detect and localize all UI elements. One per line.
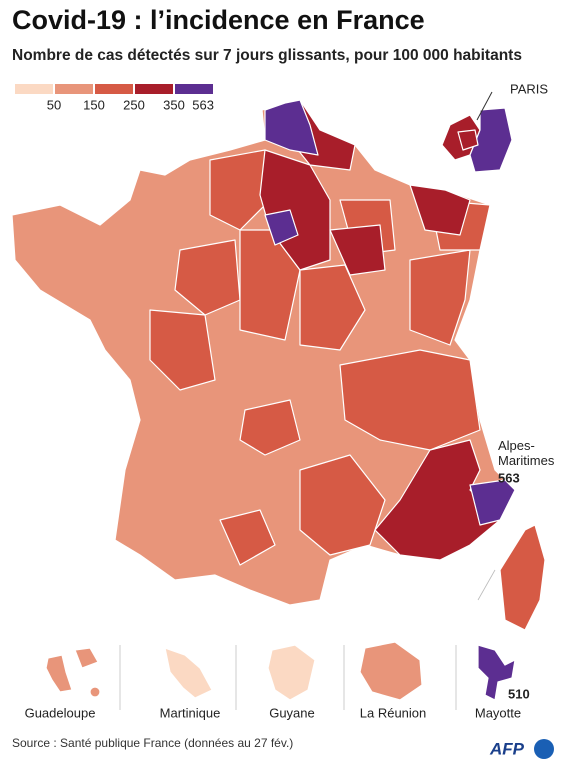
divider: [477, 569, 496, 601]
region: [219, 509, 276, 566]
logo-dot: [534, 739, 554, 759]
region: [299, 454, 386, 556]
legend-swatch: [175, 84, 213, 94]
region: [209, 149, 271, 231]
subtitle: Nombre de cas détectés sur 7 jours gliss…: [12, 47, 522, 64]
paris-inset: [441, 91, 513, 173]
source: Source : Santé publique France (données …: [12, 736, 293, 750]
mayotte-shape: [477, 644, 516, 701]
guadeloupe-shape: [45, 654, 73, 693]
region: [469, 107, 513, 173]
leader-line: [476, 91, 493, 121]
legend-tick: 563: [192, 97, 214, 112]
logo: AFP: [489, 739, 525, 758]
corsica: [499, 524, 546, 631]
legend-tick: 350: [163, 97, 185, 112]
region: [457, 129, 479, 151]
legend-tick: 150: [83, 97, 105, 112]
legend-swatch: [55, 84, 93, 94]
overseas-name: Martinique: [160, 705, 221, 720]
region: [409, 249, 471, 346]
region: [174, 239, 241, 316]
overseas-name: La Réunion: [360, 705, 427, 720]
region: [299, 264, 366, 351]
region: [374, 439, 501, 561]
mayotte-value: 510: [508, 686, 530, 701]
martinique-shape: [164, 647, 213, 699]
overseas-name: Guyane: [269, 705, 315, 720]
region: [329, 224, 386, 276]
title: Covid-19 : l’incidence en France: [12, 5, 425, 35]
mainland: [11, 99, 546, 631]
legend: 50 150 250 350 563: [15, 84, 214, 112]
legend-tick: 50: [47, 97, 61, 112]
guadeloupe-shape: [89, 686, 101, 698]
region: [149, 309, 216, 391]
region: [409, 184, 471, 236]
legend-swatch: [135, 84, 173, 94]
region: [239, 399, 301, 456]
reunion-shape: [359, 641, 423, 701]
region: [469, 479, 516, 526]
alpes-label: Alpes-Maritimes: [498, 438, 555, 468]
legend-swatch: [15, 84, 53, 94]
region: [239, 229, 301, 341]
legend-swatch: [95, 84, 133, 94]
legend-tick: 250: [123, 97, 145, 112]
paris-label: PARIS: [510, 81, 548, 96]
guadeloupe-shape: [74, 647, 99, 669]
region: [264, 99, 319, 156]
guyane-shape: [267, 644, 316, 701]
alpes-value: 563: [498, 470, 520, 485]
overseas-name: Guadeloupe: [25, 705, 96, 720]
region: [339, 349, 481, 451]
overseas-name: Mayotte: [475, 705, 521, 720]
region: [264, 209, 299, 246]
overseas: [45, 641, 516, 710]
